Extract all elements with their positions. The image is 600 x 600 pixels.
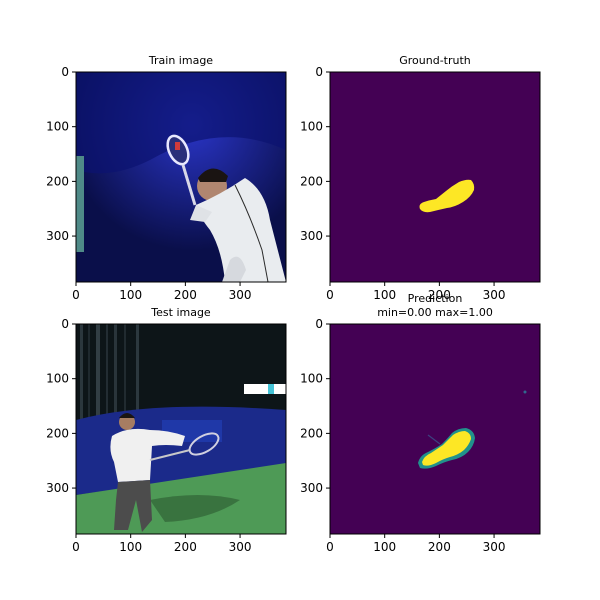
prediction-axes: 0 100 200 300 0 100 200 300 (300, 317, 505, 554)
sponsor-banner (244, 384, 286, 394)
gt-x-tick-label: 0 (326, 288, 334, 302)
prediction-heatmap (330, 324, 540, 534)
gt-x-tick-label: 300 (483, 288, 506, 302)
test-image-frame (75, 323, 287, 535)
test-photo (76, 324, 286, 534)
player-graphic (190, 168, 286, 282)
gt-x-tick-label: 100 (373, 288, 396, 302)
prediction-title: Prediction (408, 292, 463, 305)
test-x-tick-label: 200 (174, 540, 197, 554)
prediction-speck (523, 390, 527, 394)
ground-truth-background (330, 72, 540, 282)
gt-y-tick-label: 300 (300, 229, 323, 243)
train-x-tick-label: 300 (229, 288, 252, 302)
racket-graphic (149, 432, 220, 461)
pred-x-tick-label: 100 (373, 540, 396, 554)
train-photo (76, 72, 286, 282)
train-x-tick-label: 100 (119, 288, 142, 302)
racket-graphic (166, 134, 197, 206)
train-y-tick-label: 0 (61, 65, 69, 79)
pred-y-tick-label: 100 (300, 372, 323, 386)
ground-truth-heatmap (330, 72, 540, 282)
ground-truth-title: Ground-truth (399, 54, 471, 67)
player-graphic (110, 413, 185, 532)
pred-y-tick-label: 0 (315, 317, 323, 331)
test-y-tick-label: 300 (46, 481, 69, 495)
test-y-tick-label: 100 (46, 372, 69, 386)
test-image-axes: 0 100 200 300 0 100 200 300 (46, 317, 251, 554)
train-y-tick-label: 100 (46, 120, 69, 134)
ground-truth-mask (419, 179, 475, 213)
train-x-tick-label: 200 (174, 288, 197, 302)
panel-ground-truth: Ground-truth 0 100 200 300 0 100 200 300 (300, 54, 541, 302)
panel-prediction: Prediction min=0.00 max=1.00 0 100 200 3000… (300, 292, 541, 554)
train-y-tick-label: 200 (46, 174, 69, 188)
test-x-tick-label: 300 (229, 540, 252, 554)
gt-y-tick-label: 200 (300, 174, 323, 188)
gt-y-tick-label: 100 (300, 120, 323, 134)
test-image-title: Test image (150, 306, 211, 319)
pred-x-tick-label: 200 (428, 540, 451, 554)
test-x-tick-label: 0 (72, 540, 80, 554)
train-image-axes: 0 100 200 300 0 100 200 300 (46, 65, 251, 302)
pred-y-tick-label: 200 (300, 426, 323, 440)
prediction-background (330, 324, 540, 534)
prediction-mask-core (422, 431, 471, 466)
gt-x-tick-label: 200 (428, 288, 451, 302)
train-y-tick-label: 300 (46, 229, 69, 243)
prediction-frame (329, 323, 541, 535)
prediction-subtitle: min=0.00 max=1.00 (377, 306, 493, 319)
ground-truth-axes: 0 100 200 300 0 100 200 300 (300, 65, 505, 302)
panel-train-image: Train image 0 100 200 300 0 100 200 300 (46, 54, 287, 302)
train-image-frame (75, 71, 287, 283)
pred-x-tick-label: 0 (326, 540, 334, 554)
test-y-tick-label: 0 (61, 317, 69, 331)
gt-y-tick-label: 0 (315, 65, 323, 79)
pred-x-tick-label: 300 (483, 540, 506, 554)
panel-test-image: Test image (46, 306, 287, 554)
test-y-tick-label: 200 (46, 426, 69, 440)
train-image-title: Train image (148, 54, 213, 67)
ground-truth-frame (329, 71, 541, 283)
test-x-tick-label: 100 (119, 540, 142, 554)
pred-y-tick-label: 300 (300, 481, 323, 495)
train-x-tick-label: 0 (72, 288, 80, 302)
